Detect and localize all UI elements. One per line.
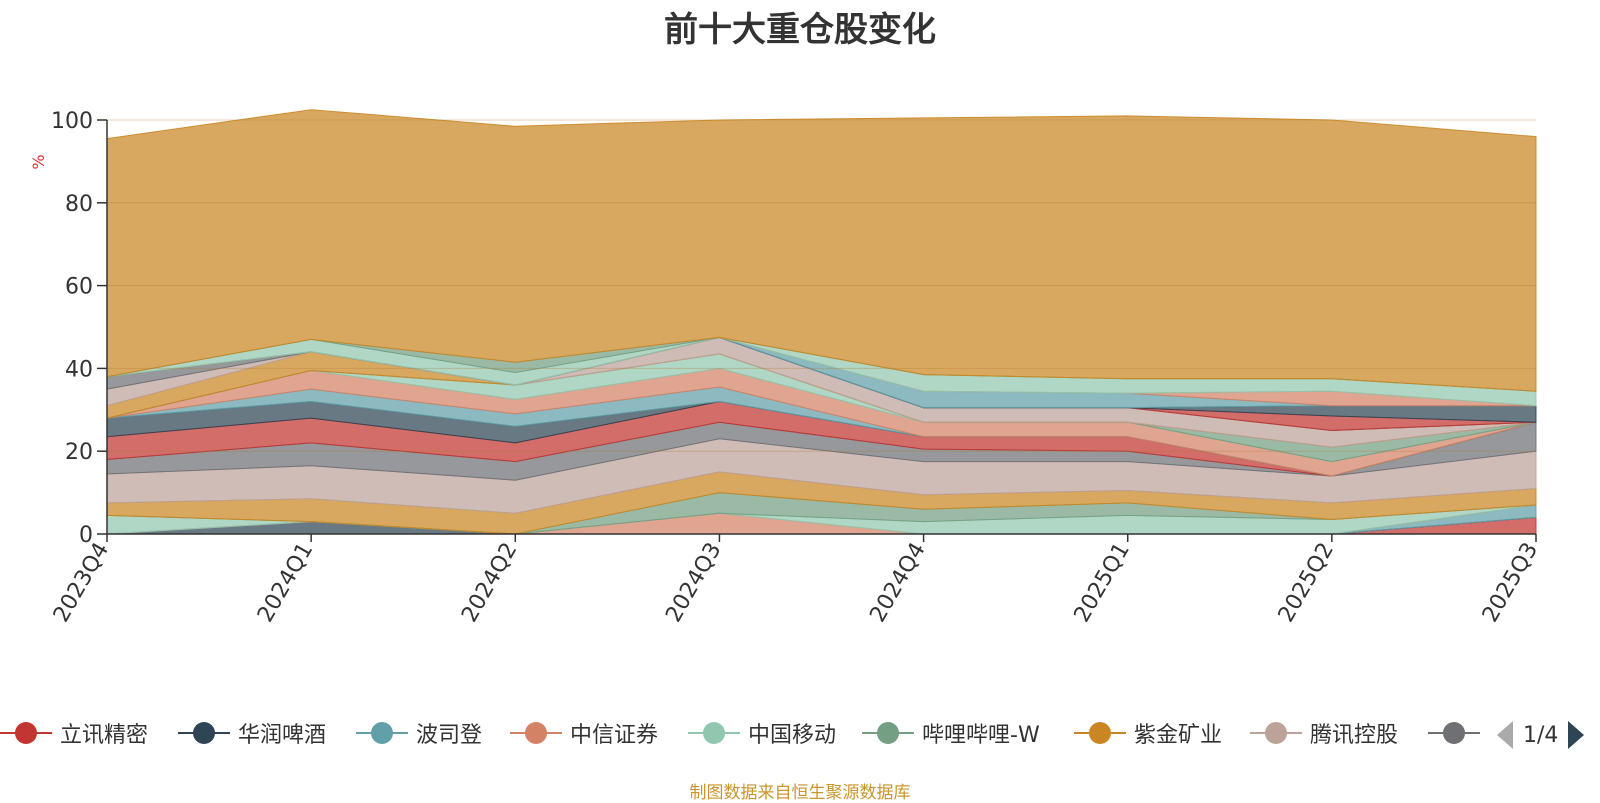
legend-item[interactable]: 紫金矿业 bbox=[1074, 716, 1222, 750]
y-tick-label: 100 bbox=[51, 109, 93, 134]
legend-item[interactable]: 波司登 bbox=[356, 716, 482, 750]
legend-pager: 1/4 bbox=[1495, 718, 1586, 752]
stacked-areas bbox=[106, 109, 1537, 535]
x-tick-label: 2023Q4 bbox=[49, 539, 114, 627]
legend-marker-icon bbox=[688, 722, 740, 744]
x-tick-label: 2024Q1 bbox=[253, 539, 318, 627]
y-tick-label: 40 bbox=[65, 357, 93, 382]
legend-label: 腾讯控股 bbox=[1310, 723, 1399, 748]
legend-marker-icon bbox=[0, 722, 52, 744]
legend-item[interactable] bbox=[1428, 716, 1480, 750]
legend-marker-icon bbox=[510, 722, 562, 744]
legend-marker-icon bbox=[356, 722, 408, 744]
legend-marker-icon bbox=[1250, 722, 1302, 744]
x-tick-label: 2025Q3 bbox=[1478, 539, 1543, 627]
x-tick-label: 2024Q3 bbox=[661, 539, 726, 627]
legend-marker-icon bbox=[178, 722, 230, 744]
data-source-note: 制图数据来自恒生聚源数据库 bbox=[689, 783, 911, 803]
area-series-24 bbox=[106, 109, 1537, 392]
legend-label: 波司登 bbox=[416, 723, 483, 748]
grid-lines bbox=[107, 119, 1536, 452]
y-tick-label: 60 bbox=[65, 275, 93, 300]
legend-label: 紫金矿业 bbox=[1134, 723, 1223, 748]
y-tick-label: 20 bbox=[65, 440, 93, 465]
y-axis-label: % bbox=[29, 154, 48, 169]
legend-label: 华润啤酒 bbox=[238, 723, 327, 748]
legend-item[interactable]: 哔哩哔哩-W bbox=[862, 716, 1040, 750]
legend-label: 中信证券 bbox=[570, 723, 659, 748]
next-page-icon[interactable] bbox=[1566, 719, 1586, 751]
y-tick-label: 80 bbox=[65, 192, 93, 217]
legend-item[interactable]: 中信证券 bbox=[510, 716, 658, 750]
legend-label: 立讯精密 bbox=[60, 723, 149, 748]
legend-item[interactable]: 腾讯控股 bbox=[1250, 716, 1398, 750]
chart-title: 前十大重仓股变化 bbox=[664, 10, 936, 50]
legend-marker-icon bbox=[1074, 722, 1126, 744]
x-tick-label: 2024Q4 bbox=[865, 539, 930, 627]
prev-page-icon[interactable] bbox=[1495, 719, 1515, 751]
legend-item[interactable]: 华润啤酒 bbox=[178, 716, 326, 750]
legend-marker-icon bbox=[862, 722, 914, 744]
y-tick-label: 0 bbox=[79, 523, 93, 548]
legend-item[interactable]: 中国移动 bbox=[688, 716, 836, 750]
legend-marker-icon bbox=[1428, 722, 1480, 744]
x-tick-label: 2024Q2 bbox=[457, 539, 522, 627]
legend-page-indicator: 1/4 bbox=[1523, 722, 1559, 748]
x-tick-label: 2025Q1 bbox=[1070, 539, 1135, 627]
x-tick-label: 2025Q2 bbox=[1274, 539, 1339, 627]
legend-label: 中国移动 bbox=[748, 723, 837, 748]
legend-item[interactable]: 立讯精密 bbox=[0, 716, 148, 750]
legend-label: 哔哩哔哩-W bbox=[922, 723, 1040, 748]
